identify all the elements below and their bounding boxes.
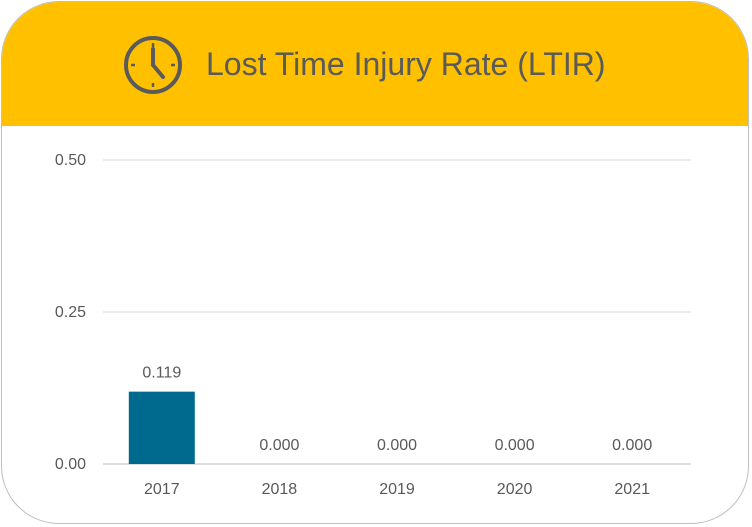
data-label: 0.000 — [612, 437, 652, 454]
data-label: 0.119 — [142, 365, 181, 382]
x-tick-label: 2019 — [379, 481, 415, 498]
chart-header: Lost Time Injury Rate (LTIR) — [2, 2, 748, 126]
bar — [128, 391, 195, 464]
data-label: 0.000 — [495, 437, 535, 454]
x-tick-label: 2021 — [614, 481, 650, 498]
clock-icon — [124, 36, 182, 94]
x-tick-label: 2018 — [262, 481, 298, 498]
chart-title: Lost Time Injury Rate (LTIR) — [206, 46, 606, 82]
data-label: 0.000 — [259, 437, 299, 454]
x-tick-label: 2017 — [144, 481, 180, 498]
y-tick-label: 0.00 — [55, 456, 86, 473]
x-tick-label: 2020 — [497, 481, 533, 498]
y-tick-label: 0.50 — [55, 152, 86, 169]
data-label: 0.000 — [377, 437, 417, 454]
y-tick-label: 0.25 — [55, 304, 86, 321]
